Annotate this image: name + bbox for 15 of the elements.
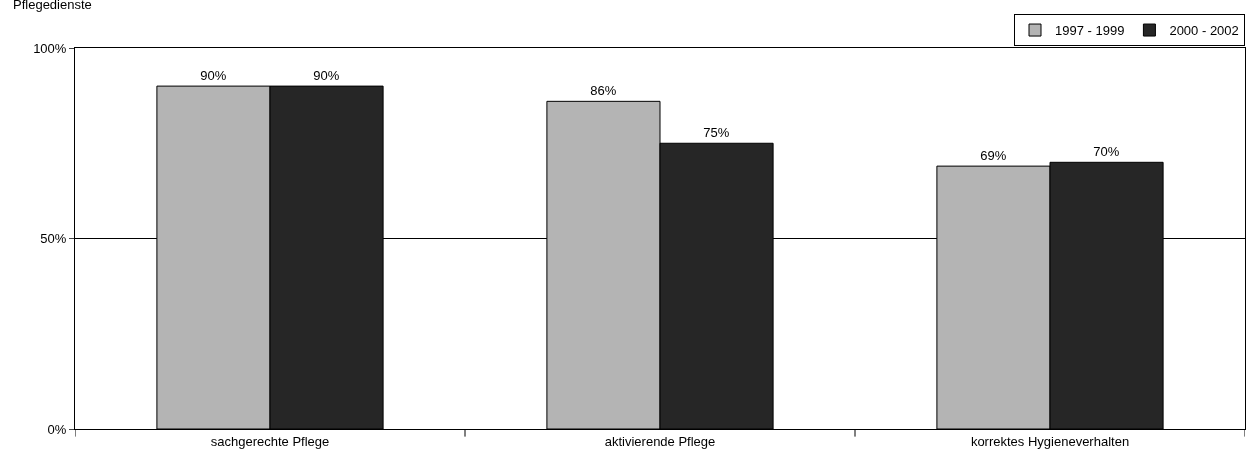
data-label: 86%: [590, 83, 617, 99]
x-tick-label: korrektes Hygieneverhalten: [970, 433, 1130, 449]
x-tick-label: sachgerechte Pflege: [210, 433, 330, 449]
y-tick-label: 100%: [33, 40, 67, 56]
data-label: 90%: [313, 68, 340, 84]
legend-label: 2000 - 2002: [1169, 23, 1239, 39]
y-axis-title: Pflegedienste: [13, 0, 92, 12]
data-label: 75%: [703, 125, 730, 141]
data-label: 69%: [980, 148, 1007, 164]
data-label: 70%: [1093, 144, 1120, 160]
legend-label: 1997 - 1999: [1055, 23, 1125, 39]
y-tick-label: 50%: [40, 231, 67, 247]
data-label: 90%: [200, 68, 227, 84]
x-tick-label: aktivierende Pflege: [604, 433, 716, 449]
y-tick-label: 0%: [47, 421, 67, 437]
